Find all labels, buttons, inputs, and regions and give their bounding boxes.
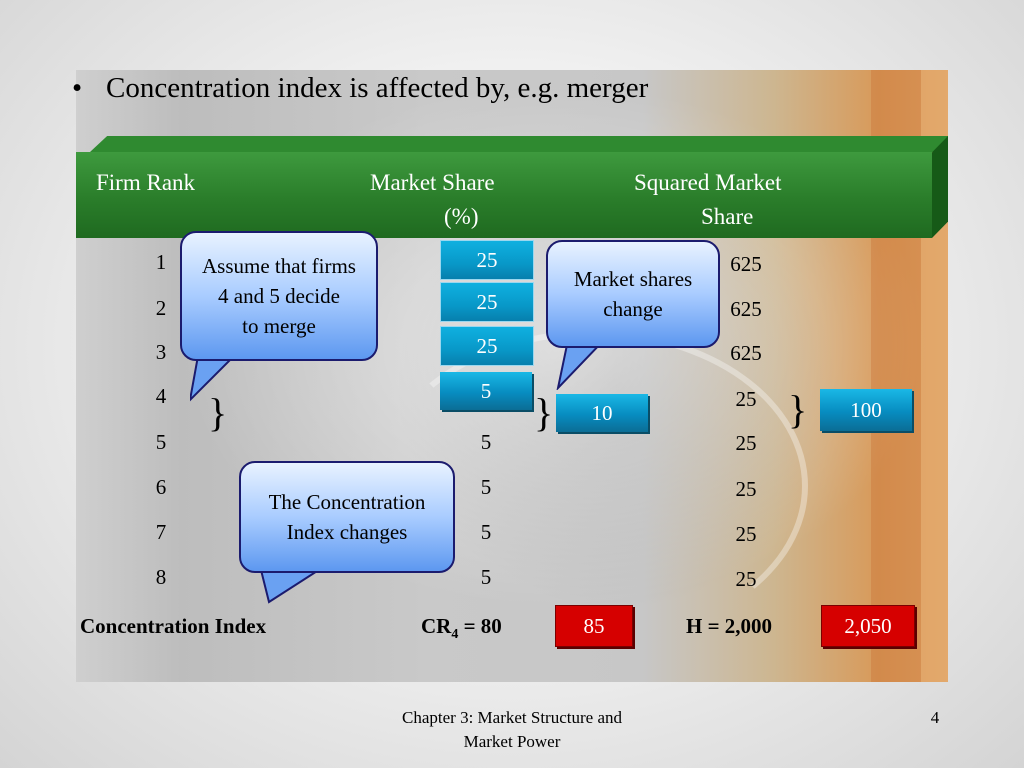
rank-cell: 1 [155, 250, 167, 274]
callout-shares-line: change [603, 297, 663, 321]
rank-cell: 8 [155, 565, 167, 589]
callout-shares: Market shares change [546, 240, 720, 348]
header-market-share-unit: (%) [444, 204, 479, 229]
callout-merge-line: to merge [242, 314, 316, 338]
header-squared-share: Squared Market [634, 170, 782, 195]
callout-merge-line: Assume that firms [202, 254, 356, 278]
squared-cell: 625 [730, 297, 762, 321]
share-cell: 5 [480, 520, 492, 544]
share-box: 25 [440, 326, 534, 366]
cr-prefix: CR [421, 614, 452, 638]
cr4-value: CR4 = 80 [421, 614, 502, 643]
rank-cell: 7 [155, 520, 167, 544]
header-squared-share-2: Share [701, 204, 754, 229]
footer-line: Chapter 3: Market Structure and [402, 708, 622, 727]
cr-subscript: 4 [451, 627, 459, 643]
concentration-index-label: Concentration Index [80, 614, 267, 638]
merge-brace-squared: } [788, 387, 808, 432]
cr4-new-box: 85 [555, 605, 633, 647]
header-market-share: Market Share [370, 170, 495, 195]
herfindahl-new-box: 2,050 [821, 605, 915, 647]
callout-index: The Concentration Index changes [239, 461, 455, 573]
squared-cell: 625 [730, 252, 762, 276]
squared-cell: 25 [735, 431, 757, 455]
callout-shares-line: Market shares [573, 267, 693, 291]
merged-squared-box: 100 [820, 389, 912, 431]
bullet-text: Concentration index is affected by, e.g.… [106, 72, 649, 104]
callout-index-line: Index changes [286, 520, 408, 544]
rank-cell: 3 [155, 340, 167, 364]
squared-cell: 25 [735, 477, 757, 501]
squared-cell: 25 [735, 567, 757, 591]
callout-index-line: The Concentration [268, 490, 426, 514]
share-cell: 5 [480, 475, 492, 499]
bullet-dot: • [72, 72, 83, 104]
herfindahl-value: H = 2,000 [686, 614, 773, 638]
callout-merge-line: 4 and 5 decide [218, 284, 340, 308]
rank-cell: 4 [155, 384, 167, 408]
squared-cell: 625 [730, 341, 762, 365]
page-number: 4 [930, 708, 940, 727]
share-box: 25 [440, 240, 534, 280]
share-box: 25 [440, 282, 534, 322]
share-box-firm4: 5 [440, 372, 532, 410]
slide-footer: Chapter 3: Market Structure and Market P… [370, 706, 654, 754]
merge-brace-share: } [534, 390, 554, 435]
rank-cell: 2 [155, 296, 167, 320]
banner-side-bevel [932, 136, 948, 238]
merge-brace: } [208, 390, 228, 435]
share-cell: 5 [480, 430, 492, 454]
merged-share-box: 10 [556, 394, 648, 432]
share-cell: 5 [480, 565, 492, 589]
squared-cell: 25 [735, 387, 757, 411]
callout-merge: Assume that firms 4 and 5 decide to merg… [180, 231, 378, 361]
banner-top-bevel [90, 136, 948, 152]
squared-cell: 25 [735, 522, 757, 546]
bullet-point: • Concentration index is affected by, e.g… [72, 70, 648, 106]
footer-line: Market Power [463, 732, 561, 751]
header-firm-rank: Firm Rank [96, 170, 196, 195]
table-header-banner: Firm Rank Market Share (%) Squared Marke… [76, 152, 932, 238]
rank-cell: 5 [155, 430, 167, 454]
cr-suffix: = 80 [458, 614, 502, 638]
rank-cell: 6 [155, 475, 167, 499]
